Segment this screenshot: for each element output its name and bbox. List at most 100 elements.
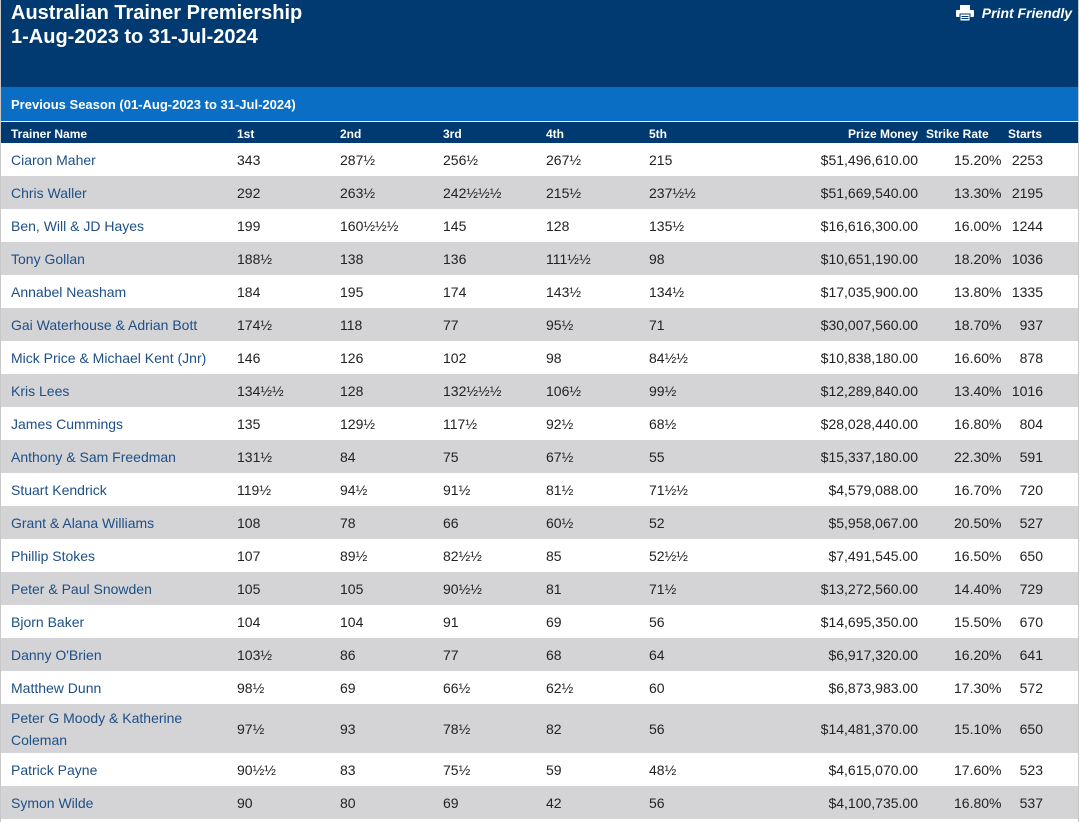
cell-second: 287½ (340, 151, 376, 168)
col-header-4th[interactable]: 4th (546, 126, 564, 141)
table-row: Kris Lees 134½½ 128 132½½½ 106½ 99½ $12,289,84… (1, 374, 1078, 407)
trainer-link[interactable]: Ben, Will & JD Hayes (11, 217, 145, 234)
cell-first: 119½ (237, 481, 271, 498)
cell-fourth: 81½ (546, 481, 574, 498)
table-row: Gai Waterhouse & Adrian Bott 174½ 118 77 95½… (1, 308, 1078, 341)
col-header-1st[interactable]: 1st (237, 126, 255, 141)
trainer-link[interactable]: Gai Waterhouse & Adrian Bott (11, 316, 198, 333)
col-header-3rd[interactable]: 3rd (443, 126, 462, 141)
cell-second: 105 (340, 580, 364, 597)
cell-starts: 937 (1019, 316, 1043, 333)
cell-strike-rate: 15.20% (954, 151, 1002, 168)
table-row: Peter G Moody & Katherine Coleman 97½ 93 78… (1, 704, 1078, 753)
cell-second: 128 (340, 382, 364, 399)
cell-second: 83 (340, 761, 356, 778)
table-row: Matthew Dunn 98½ 69 66½ 62½ 60 $6,873,983.00 17… (1, 671, 1078, 704)
cell-trainer-name: Bjorn Baker (1, 605, 237, 638)
cell-fifth: 55 (649, 448, 665, 465)
cell-prize-money: $30,007,560.00 (820, 316, 918, 333)
trainer-link[interactable]: Annabel Neasham (11, 283, 127, 300)
cell-trainer-name: Danny O'Brien (1, 638, 237, 671)
cell-third: 75 (443, 448, 459, 465)
cell-strike-rate: 16.50% (954, 547, 1002, 564)
trainer-link[interactable]: James Cummings (11, 415, 124, 432)
cell-starts: 523 (1019, 761, 1043, 778)
cell-fourth: 106½ (546, 382, 582, 399)
cell-fourth: 82 (546, 720, 562, 737)
cell-trainer-name: James Cummings (1, 407, 237, 440)
cell-strike-rate: 17.30% (954, 679, 1002, 696)
cell-fifth: 134½ (649, 283, 685, 300)
cell-first: 184 (237, 283, 261, 300)
cell-second: 80 (340, 794, 356, 811)
cell-first: 188½ (237, 250, 273, 267)
trainer-link[interactable]: Danny O'Brien (11, 646, 102, 663)
cell-starts: 641 (1019, 646, 1043, 663)
table-row: Phillip Stokes 107 89½ 82½½ 85 52½½ $7,491,545… (1, 539, 1078, 572)
cell-strike-rate: 14.40% (954, 580, 1002, 597)
table-header-row: Trainer Name 1st 2nd 3rd 4th 5th Prize M… (1, 122, 1078, 143)
printer-icon (955, 5, 974, 21)
col-header-starts[interactable]: Starts (1008, 126, 1043, 141)
col-header-strike-rate[interactable]: Strike Rate (926, 126, 989, 141)
col-header-2nd[interactable]: 2nd (340, 126, 362, 141)
cell-prize-money: $6,873,983.00 (828, 679, 918, 696)
cell-starts: 650 (1019, 547, 1043, 564)
col-header-5th[interactable]: 5th (649, 126, 667, 141)
cell-second: 263½ (340, 184, 376, 201)
cell-starts: 2195 (1011, 184, 1043, 201)
cell-prize-money: $4,100,735.00 (828, 794, 918, 811)
trainer-link[interactable]: Ciaron Maher (11, 151, 96, 168)
col-header-trainer[interactable]: Trainer Name (11, 126, 88, 141)
table-row: Peter & Paul Snowden 105 105 90½½ 81 71½ $13,2… (1, 572, 1078, 605)
cell-strike-rate: 18.70% (954, 316, 1002, 333)
trainer-link[interactable]: Symon Wilde (11, 794, 94, 811)
cell-fourth: 92½ (546, 415, 574, 432)
cell-strike-rate: 16.00% (954, 217, 1002, 234)
cell-trainer-name: Grant & Alana Williams (1, 506, 237, 539)
cell-fifth: 52½½ (649, 547, 688, 564)
trainer-link[interactable]: Anthony & Sam Freedman (11, 448, 176, 465)
cell-second: 78 (340, 514, 356, 531)
trainer-link[interactable]: Peter & Paul Snowden (11, 580, 152, 597)
trainer-link[interactable]: Mick Price & Michael Kent (Jnr) (11, 349, 207, 366)
cell-fifth: 135½ (649, 217, 685, 234)
cell-third: 69 (443, 794, 459, 811)
trainer-link[interactable]: Chris Waller (11, 184, 87, 201)
trainer-link[interactable]: Grant & Alana Williams (11, 514, 155, 531)
cell-fourth: 42 (546, 794, 562, 811)
cell-second: 160½½½ (340, 217, 399, 234)
col-header-prize-money[interactable]: Prize Money (847, 126, 918, 141)
trainer-link[interactable]: Patrick Payne (11, 761, 98, 778)
table-row: Ciaron Maher 343 287½ 256½ 267½ 215 $51,496,61… (1, 143, 1078, 176)
cell-strike-rate: 13.40% (954, 382, 1002, 399)
cell-first: 134½½ (237, 382, 284, 399)
cell-first: 199 (237, 217, 261, 234)
table-row: Annabel Neasham 184 195 174 143½ 134½ $17,035,… (1, 275, 1078, 308)
trainer-link[interactable]: Peter G Moody & Katherine Coleman (11, 709, 183, 748)
trainer-link[interactable]: Tony Gollan (11, 250, 85, 267)
cell-trainer-name: Peter G Moody & Katherine Coleman (1, 704, 237, 753)
trainer-link[interactable]: Phillip Stokes (11, 547, 96, 564)
cell-third: 75½ (443, 761, 471, 778)
trainer-link[interactable]: Bjorn Baker (11, 613, 85, 630)
print-friendly-button[interactable]: Print Friendly (955, 2, 1072, 24)
cell-second: 138 (340, 250, 364, 267)
cell-third: 77 (443, 316, 459, 333)
cell-prize-money: $51,496,610.00 (820, 151, 918, 168)
cell-first: 131½ (237, 448, 273, 465)
cell-trainer-name: Anthony & Sam Freedman (1, 440, 237, 473)
cell-prize-money: $12,289,840.00 (820, 382, 918, 399)
cell-fourth: 62½ (546, 679, 574, 696)
trainer-link[interactable]: Kris Lees (11, 382, 70, 399)
cell-third: 117½ (443, 415, 477, 432)
table-row: Danny O'Brien 103½ 86 77 68 64 $6,917,320.00 16… (1, 638, 1078, 671)
trainer-link[interactable]: Matthew Dunn (11, 679, 102, 696)
cell-third: 91½ (443, 481, 471, 498)
cell-starts: 591 (1019, 448, 1043, 465)
trainer-link[interactable]: Stuart Kendrick (11, 481, 107, 498)
cell-strike-rate: 22.30% (954, 448, 1002, 465)
cell-fourth: 85 (546, 547, 562, 564)
season-bar: Previous Season (01-Aug-2023 to 31-Jul-2… (1, 87, 1078, 121)
cell-trainer-name: Stuart Kendrick (1, 473, 237, 506)
